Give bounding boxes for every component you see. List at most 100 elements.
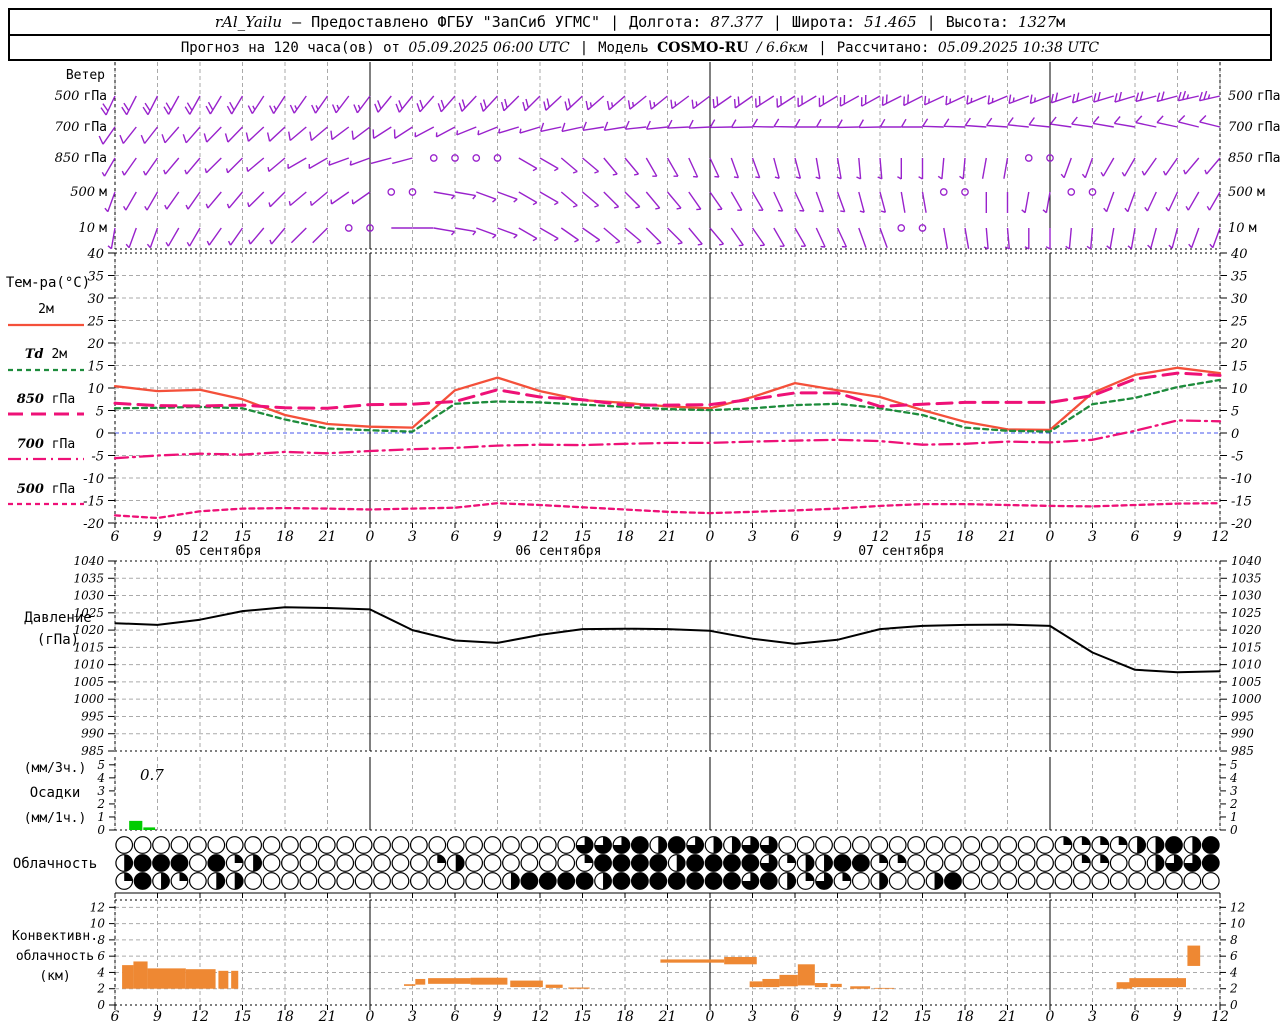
- cloud-circle: [391, 836, 410, 854]
- wind-barb: [1127, 227, 1136, 250]
- wind-barb: [1177, 90, 1199, 102]
- wind-barb: [1021, 191, 1030, 214]
- hour-label: 0: [366, 529, 375, 545]
- conv-bar: [874, 987, 895, 989]
- wind-barb-row: [98, 115, 1221, 145]
- cloud-circle: [299, 854, 318, 872]
- wind-barb: [1124, 191, 1136, 213]
- wind-barb: [649, 95, 668, 110]
- wind-barb: [670, 95, 690, 110]
- temp-ytick-left: 0: [96, 427, 104, 442]
- hour-label: 12: [1211, 529, 1229, 545]
- hour-label-bottom: 3: [748, 1009, 757, 1024]
- conv-ytick-left: 4: [96, 965, 105, 979]
- cloud-circle: [188, 836, 207, 854]
- precip-panel: 5 54 43 32 21 10 00.7(мм/3ч.)Осадки(мм/1ч.): [24, 757, 1238, 837]
- cloud-fill: [1155, 854, 1164, 872]
- cloud-circle: [299, 872, 318, 890]
- cloud-circle: [1054, 872, 1073, 890]
- wind-barb: [140, 126, 159, 144]
- conv-title-2: облачность: [16, 949, 94, 964]
- wind-barb: [142, 157, 159, 176]
- conv-bar: [830, 983, 842, 988]
- wind-level-label-right: 500 гПа: [1228, 89, 1280, 104]
- cloud-circle: [944, 854, 962, 872]
- temp-ytick-left: 30: [87, 292, 104, 307]
- wind-barb: [125, 227, 137, 249]
- cloud-fill: [731, 836, 741, 854]
- wind-barb: [582, 157, 600, 174]
- wind-barb: [395, 95, 414, 113]
- hour-label-bottom: 15: [574, 1009, 592, 1024]
- temp-ytick-right: 15: [1231, 360, 1248, 375]
- wind-level-label-right: 700 гПа: [1228, 120, 1280, 135]
- temp-ytick-right: 30: [1231, 292, 1248, 307]
- wind-barb: [815, 191, 825, 213]
- wind-barb: [986, 117, 1008, 128]
- wind-barb: [392, 157, 413, 165]
- cloud-circle: [483, 854, 502, 872]
- cloud-circle: [1109, 854, 1128, 872]
- wind-barb: [1050, 92, 1072, 104]
- wind-barb: [937, 157, 945, 180]
- cloud-circle: [262, 872, 281, 890]
- cloud-circle: [1017, 854, 1036, 872]
- wind-barb: [119, 126, 137, 144]
- cloud-fill: [649, 872, 667, 890]
- cloud-circle: [1036, 854, 1054, 872]
- wind-barb: [773, 118, 796, 128]
- hour-label: 0: [1046, 529, 1055, 545]
- wind-barb: [539, 191, 559, 206]
- wind-level-label-left: 10 м: [78, 221, 107, 236]
- cloud-circle: [483, 836, 502, 854]
- temp-series-2м: [113, 366, 1222, 432]
- conv-ytick-right: 0: [1230, 998, 1238, 1012]
- calm-circle: [1067, 188, 1076, 196]
- precip-ytick-left: 1: [97, 810, 105, 824]
- cloud-circle: [1109, 872, 1128, 890]
- cloud-fill: [676, 854, 686, 872]
- cloud-fill: [760, 872, 778, 890]
- wind-barb: [268, 191, 286, 208]
- separator: |: [579, 39, 589, 56]
- pressure-line: [114, 606, 1221, 674]
- wind-barb: [1008, 94, 1030, 105]
- wind-barb: [308, 157, 328, 170]
- wind-barb: [479, 95, 499, 112]
- pressure-ytick-left: 1015: [73, 640, 104, 654]
- precip-bar: [143, 827, 156, 830]
- cloud-circle: [1128, 854, 1147, 872]
- wind-barb: [836, 191, 846, 213]
- temp-ytick-left: 40: [86, 247, 104, 262]
- wind-barb: [1060, 157, 1072, 179]
- wind-barb: [226, 95, 244, 115]
- wind-barb: [981, 157, 987, 179]
- conv-ytick-right: 8: [1230, 933, 1238, 947]
- cloud-fill: [171, 854, 188, 872]
- cloud-circle: [925, 854, 944, 872]
- hour-label: 6: [1131, 529, 1140, 545]
- wind-barb: [287, 157, 307, 170]
- cloud-circle: [373, 854, 391, 872]
- temp-ytick-left: -10: [83, 472, 104, 487]
- hour-label: 21: [998, 529, 1017, 545]
- precip-label-1h: (мм/1ч.): [24, 811, 87, 826]
- separator: |: [818, 39, 827, 56]
- wind-barb: [881, 94, 902, 107]
- cloud-circle: [980, 836, 999, 854]
- wind-barb: [624, 227, 642, 244]
- wind-barb: [288, 191, 307, 207]
- cloud-fill: [253, 854, 262, 872]
- wind-barb: [624, 120, 647, 130]
- hour-label-bottom: 0: [366, 1009, 375, 1024]
- wind-level-label-left: 700 гПа: [55, 120, 107, 135]
- cloud-circle: [888, 836, 907, 854]
- wind-level-label-right: 850 гПа: [1228, 151, 1280, 166]
- cloud-row: [115, 872, 1220, 890]
- wind-barb-row: [107, 224, 1221, 250]
- cloud-fill: [603, 872, 612, 890]
- date-label: 07 сентября: [858, 544, 944, 559]
- cloud-circle: [907, 872, 926, 890]
- hour-label-bottom: 21: [318, 1009, 337, 1024]
